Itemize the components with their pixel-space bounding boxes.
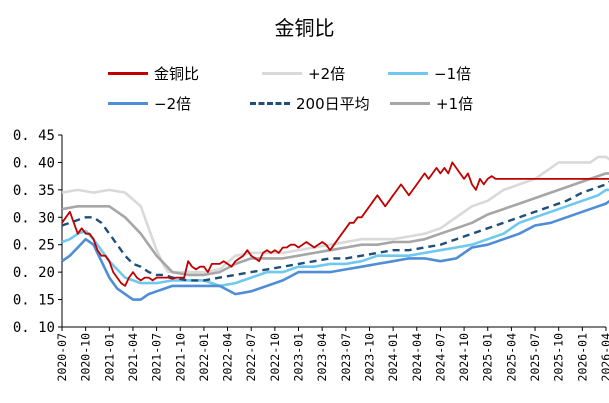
legend-item-plus1: +1倍 bbox=[390, 93, 473, 113]
x-tick-label: 2021-07 bbox=[150, 333, 164, 382]
x-tick-label: 2025-07 bbox=[528, 333, 542, 382]
legend-item-minus1: −1倍 bbox=[388, 63, 471, 83]
legend-item-gold-copper: 金铜比 bbox=[108, 63, 199, 83]
x-tick-label: 2022-07 bbox=[244, 333, 258, 382]
legend-swatch-plus2 bbox=[262, 71, 302, 75]
legend-label-minus1: −1倍 bbox=[434, 64, 472, 83]
y-tick-label: 0. 30 bbox=[13, 210, 55, 226]
x-tick-label: 2023-04 bbox=[315, 333, 329, 382]
legend-label-plus1: +1倍 bbox=[436, 94, 474, 113]
x-tick-label: 2023-10 bbox=[362, 333, 376, 382]
x-tick-label: 2024-01 bbox=[386, 333, 400, 382]
x-tick-label: 2020-10 bbox=[79, 333, 93, 382]
x-tick-label: 2021-10 bbox=[173, 333, 187, 382]
x-tick-label: 2025-01 bbox=[481, 333, 495, 382]
legend-label-gold-copper: 金铜比 bbox=[154, 64, 200, 83]
y-tick-label: 0. 45 bbox=[13, 128, 55, 144]
x-tick-label: 2026-01 bbox=[575, 333, 589, 382]
series-line-4 bbox=[61, 180, 609, 282]
y-tick-label: 0. 10 bbox=[13, 320, 55, 336]
legend-label-ma200: 200日平均 bbox=[296, 94, 370, 113]
series-line-3 bbox=[61, 199, 609, 301]
legend-swatch-minus1 bbox=[388, 71, 428, 75]
legend-item-ma200: 200日平均 bbox=[250, 93, 370, 113]
x-tick-label: 2023-07 bbox=[339, 333, 353, 382]
series-line-2 bbox=[61, 188, 609, 288]
chart-title: 金铜比 bbox=[274, 16, 335, 40]
legend-swatch-minus2 bbox=[108, 101, 148, 105]
series-line-1 bbox=[61, 155, 609, 274]
x-tick-label: 2021-01 bbox=[102, 333, 116, 382]
y-tick-label: 0. 35 bbox=[13, 183, 55, 199]
x-tick-label: 2020-07 bbox=[55, 333, 69, 382]
x-tick-label: 2023-01 bbox=[292, 333, 306, 382]
x-tick-label: 2025-10 bbox=[552, 333, 566, 382]
x-tick-label: 2022-10 bbox=[268, 333, 282, 382]
x-tick-label: 2024-04 bbox=[410, 333, 424, 382]
legend-item-minus2: −2倍 bbox=[108, 93, 191, 113]
x-tick-label: 2024-07 bbox=[433, 333, 447, 382]
legend-swatch-gold-copper bbox=[108, 71, 148, 75]
series-line-0 bbox=[61, 161, 609, 287]
y-tick-label: 0. 20 bbox=[13, 265, 55, 281]
x-tick-label: 2026-04 bbox=[599, 333, 609, 382]
legend-item-plus2: +2倍 bbox=[262, 63, 345, 83]
series-line-5 bbox=[61, 172, 609, 277]
legend-label-plus2: +2倍 bbox=[308, 64, 346, 83]
y-tick-label: 0. 40 bbox=[13, 155, 55, 171]
y-tick-label: 0. 15 bbox=[13, 293, 55, 309]
legend-label-minus2: −2倍 bbox=[154, 94, 192, 113]
x-tick-label: 2022-04 bbox=[221, 333, 235, 382]
legend-swatch-plus1 bbox=[390, 101, 430, 105]
x-tick-label: 2024-10 bbox=[457, 333, 471, 382]
y-tick-label: 0. 25 bbox=[13, 238, 55, 254]
x-tick-label: 2025-04 bbox=[504, 333, 518, 382]
legend-swatch-ma200 bbox=[250, 101, 290, 105]
x-tick-label: 2021-04 bbox=[126, 333, 140, 382]
x-tick-label: 2022-01 bbox=[197, 333, 211, 382]
